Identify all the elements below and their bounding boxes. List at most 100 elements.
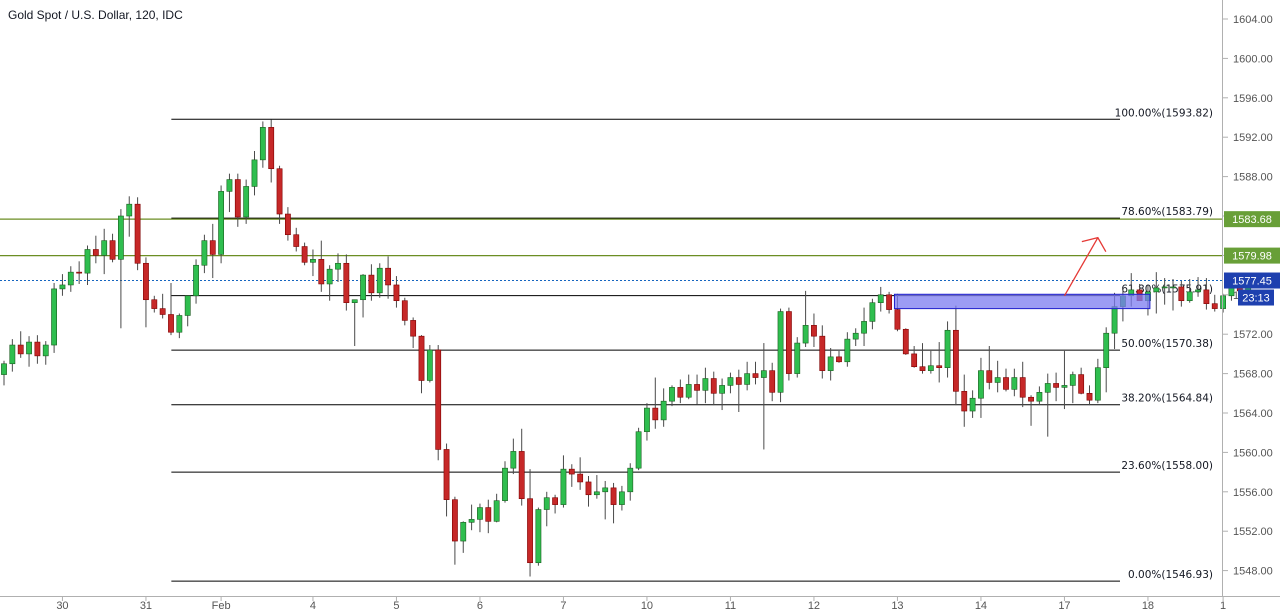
- projection-arrow[interactable]: [1063, 236, 1107, 297]
- fib-level-label: 0.00%(1546.93): [1128, 569, 1213, 581]
- candle-body: [251, 159, 258, 187]
- candle-body: [618, 491, 625, 505]
- candle-down: [151, 295, 158, 313]
- time-tick-label: Feb: [212, 600, 231, 612]
- candle-up: [477, 503, 483, 533]
- candle-down: [401, 297, 408, 326]
- candle-up: [877, 286, 884, 312]
- candle-up: [644, 403, 650, 441]
- candle-up: [543, 491, 550, 527]
- candle-body: [118, 215, 124, 260]
- candle-down: [1211, 294, 1218, 312]
- candle-body: [986, 370, 993, 383]
- candle-up: [460, 521, 467, 553]
- candle-up: [685, 374, 692, 400]
- candle-up: [635, 427, 642, 471]
- level-price-badge: 1583.68: [1232, 214, 1272, 226]
- fib-level-label: 23.60%(1558.00): [1121, 460, 1213, 472]
- arrow-shaft[interactable]: [1063, 237, 1099, 297]
- support-zone-box[interactable]: [893, 293, 1151, 310]
- candle-down: [76, 261, 83, 284]
- candle-body: [301, 246, 308, 263]
- candle-body: [744, 373, 751, 385]
- candle-up: [310, 249, 316, 277]
- candle-body: [234, 179, 241, 218]
- time-tick-label: 10: [641, 600, 653, 612]
- candle-up: [251, 150, 258, 196]
- candle-body: [284, 213, 291, 236]
- candle-down: [17, 331, 24, 358]
- candle-up: [426, 345, 433, 383]
- candle-body: [1170, 286, 1176, 289]
- candle-up: [468, 504, 475, 531]
- candle-up: [593, 475, 600, 499]
- candle-body: [51, 288, 57, 346]
- candle-body: [1161, 286, 1168, 289]
- candle-up: [1195, 277, 1201, 297]
- candle-up: [67, 266, 74, 292]
- time-tick-label: 17: [1058, 600, 1070, 612]
- arrow-head[interactable]: [1081, 236, 1107, 252]
- candle-body: [318, 259, 325, 285]
- candle-body: [919, 366, 926, 371]
- candle-body: [1178, 286, 1185, 302]
- time-axis[interactable]: 30 31 Feb 4 5 6 7 10 11 12 13 14 17 18 1: [0, 596, 1280, 612]
- candle-up: [978, 357, 984, 418]
- price-tick-label: 1552.00: [1233, 526, 1273, 538]
- candle-down: [168, 282, 174, 336]
- level-price-badge-bg: [1224, 211, 1280, 228]
- support-zone[interactable]: [893, 293, 1151, 310]
- candle-down: [284, 207, 291, 241]
- candle-body: [652, 407, 659, 421]
- fib-level-label: 78.60%(1583.79): [1121, 206, 1213, 218]
- candle-body: [493, 500, 500, 522]
- candle-down: [694, 374, 700, 405]
- candle-down: [911, 346, 918, 368]
- current-price-badge: 1577.45: [1232, 276, 1272, 288]
- candle-down: [1053, 372, 1059, 402]
- candle-body: [59, 284, 66, 290]
- price-tick-label: 1560.00: [1233, 447, 1273, 459]
- candle-up: [627, 463, 634, 501]
- candle-up: [9, 339, 16, 372]
- candle-body: [376, 267, 383, 294]
- candle-body: [702, 378, 709, 391]
- candle-up: [351, 299, 358, 347]
- candle-down: [836, 350, 842, 363]
- fibonacci-retracement[interactable]: 100.00%(1593.82)78.60%(1583.79)61.80%(15…: [171, 107, 1213, 582]
- candle-up: [26, 336, 32, 367]
- candle-body: [869, 302, 876, 322]
- candle-body: [1053, 383, 1059, 388]
- candle-body: [201, 240, 208, 266]
- candle-body: [259, 127, 266, 161]
- candle-up: [1220, 293, 1226, 313]
- time-tick-label: 13: [891, 600, 903, 612]
- candle-up: [535, 507, 542, 566]
- candle-body: [1011, 377, 1018, 390]
- candle-body: [510, 451, 517, 469]
- candle-body: [76, 271, 83, 274]
- candle-down: [159, 293, 166, 319]
- candle-up: [1103, 327, 1110, 393]
- candle-down: [134, 197, 141, 271]
- candle-body: [451, 499, 458, 542]
- candle-body: [360, 274, 366, 301]
- candle-up: [201, 234, 208, 274]
- candle-body: [1019, 377, 1026, 398]
- candle-up: [101, 228, 108, 275]
- current-price-badge-bg: [1224, 272, 1280, 289]
- candle-body: [894, 309, 901, 330]
- candle-down: [568, 464, 575, 487]
- candle-down: [268, 119, 275, 183]
- candle-body: [785, 311, 792, 374]
- candle-body: [410, 320, 417, 337]
- price-tick-label: 1572.00: [1233, 329, 1273, 341]
- price-badges: 1583.68 1579.98 1577.45 23:13: [1224, 211, 1280, 306]
- candle-up: [760, 343, 767, 450]
- horizontal-levels[interactable]: [0, 218, 1222, 282]
- price-tick-label: 1592.00: [1233, 132, 1273, 144]
- candle-body: [1203, 289, 1210, 304]
- candle-body: [685, 384, 692, 398]
- candle-up: [994, 360, 1001, 393]
